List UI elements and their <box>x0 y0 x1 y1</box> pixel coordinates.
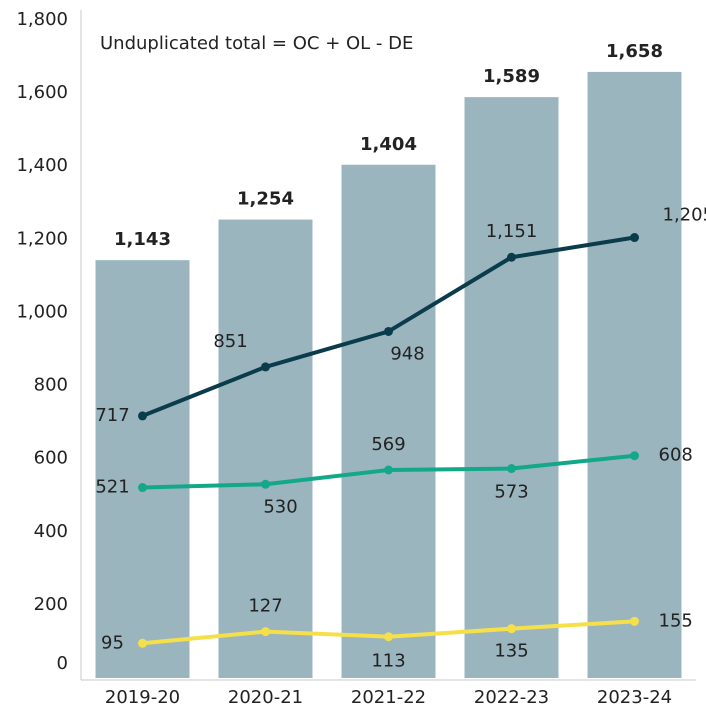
line-label: 127 <box>248 596 282 617</box>
point <box>138 638 147 648</box>
line-label: 608 <box>659 445 693 466</box>
line-label: 851 <box>213 331 247 352</box>
line-label: 573 <box>494 482 528 503</box>
point <box>507 624 516 634</box>
line-label: 95 <box>101 632 124 653</box>
bar <box>218 219 313 679</box>
point <box>630 616 639 626</box>
point <box>384 632 393 642</box>
line-label: 717 <box>95 405 129 426</box>
bar-label: 1,404 <box>360 134 417 155</box>
line-label: 1,151 <box>486 221 538 242</box>
point <box>384 326 393 336</box>
point <box>261 479 270 489</box>
line-label: 530 <box>263 496 297 517</box>
point <box>138 483 147 493</box>
bar-label: 1,143 <box>114 229 171 250</box>
y-tick-label: 1,200 <box>16 228 68 249</box>
line-label: 155 <box>659 610 693 631</box>
point <box>261 627 270 637</box>
bar <box>587 71 682 679</box>
point <box>507 464 516 474</box>
x-tick-label: 2020-21 <box>228 687 303 708</box>
y-tick-label: 1,800 <box>16 9 68 30</box>
y-tick-label: 1,400 <box>16 155 68 176</box>
x-tick-label: 2022-23 <box>474 687 549 708</box>
bar-label: 1,254 <box>237 189 294 210</box>
bar <box>464 97 559 679</box>
line-label: 1,205 <box>663 205 706 226</box>
y-tick-label: 1,000 <box>16 301 68 322</box>
bar-label: 1,589 <box>483 66 540 87</box>
bar <box>341 164 436 678</box>
bar <box>95 260 190 678</box>
line-label: 113 <box>371 651 405 672</box>
x-tick-label: 2019-20 <box>105 687 180 708</box>
line-label: 521 <box>95 477 129 498</box>
y-tick-label: 200 <box>34 594 68 615</box>
line-label: 569 <box>371 434 405 455</box>
x-tick-label: 2021-22 <box>351 687 426 708</box>
y-tick-label: 400 <box>34 521 68 542</box>
y-tick-label: 1,600 <box>16 82 68 103</box>
line-label: 948 <box>390 343 424 364</box>
point <box>507 252 516 262</box>
y-tick-label: 0 <box>57 653 68 674</box>
point <box>138 411 147 421</box>
point <box>630 233 639 243</box>
point <box>630 451 639 461</box>
x-tick-label: 2023-24 <box>597 687 672 708</box>
y-tick-label: 600 <box>34 448 68 469</box>
line-label: 135 <box>494 641 528 662</box>
point <box>261 362 270 372</box>
annotation: Unduplicated total = OC + OL - DE <box>100 33 413 54</box>
bar-label: 1,658 <box>606 41 663 62</box>
y-tick-label: 800 <box>34 375 68 396</box>
point <box>384 465 393 475</box>
